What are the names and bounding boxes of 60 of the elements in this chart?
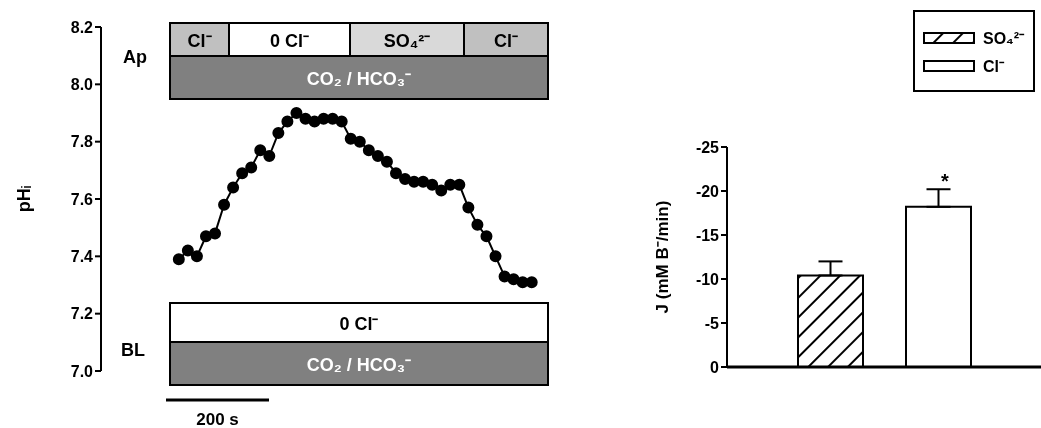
point [227,181,240,194]
point [236,167,249,180]
legend-label: Cl⁻ [983,57,1004,77]
annotation: CO₂ / HCO₃⁻ [306,354,412,375]
point [190,250,203,263]
annotation: SO₄²⁻ [383,30,431,51]
point [471,218,484,231]
point [435,184,448,197]
y-tick-label: -25 [695,138,720,156]
point [172,253,185,266]
text: Ap [123,47,147,67]
point [507,273,520,286]
point [299,112,312,125]
point [353,135,366,148]
point [489,250,502,263]
annotation: 0 Cl⁻ [269,30,310,51]
point [417,175,430,188]
y-tick-label: -5 [704,314,720,332]
text: 200 s [196,410,239,428]
annotation: Cl⁻ [187,30,212,51]
point [245,161,258,174]
y-axis-title: J (mM B⁻/min) [653,200,672,314]
annotation: 0 Cl⁻ [339,313,379,334]
y-tick-label: -20 [695,182,720,200]
y-tick-label: -15 [695,226,720,244]
point [181,244,194,257]
y-tick-label: 8.2 [70,18,94,36]
point [344,132,357,145]
legend-label: SO₄²⁻ [983,29,1025,49]
point [426,178,439,191]
point [199,230,212,243]
point [462,201,475,214]
annotation: * [941,170,950,192]
y-tick-label: 7.2 [70,305,94,323]
point [218,198,231,211]
point [209,227,222,240]
annotation: Cl⁻ [494,30,518,51]
point [263,150,276,162]
point [380,155,393,168]
point [453,178,466,191]
y-tick-label: 7.6 [70,190,94,208]
y-tick-label: -10 [695,270,720,288]
y-tick-label: 0 [710,358,720,376]
y-tick-label: 7.8 [70,133,94,151]
point [480,230,493,243]
y-tick-label: 7.0 [70,362,94,380]
y-axis-title: pHᵢ [14,185,34,213]
point [371,150,384,162]
point [362,144,375,157]
annotation: CO₂ / HCO₃⁻ [306,68,412,89]
point [335,115,348,128]
y-tick-label: 7.4 [70,248,94,266]
point [254,144,267,157]
y-tick-label: 8.0 [70,76,94,94]
point [389,167,402,180]
point [399,172,412,185]
text: BL [121,340,145,360]
point [281,115,294,128]
point [290,107,303,119]
point [272,127,285,140]
